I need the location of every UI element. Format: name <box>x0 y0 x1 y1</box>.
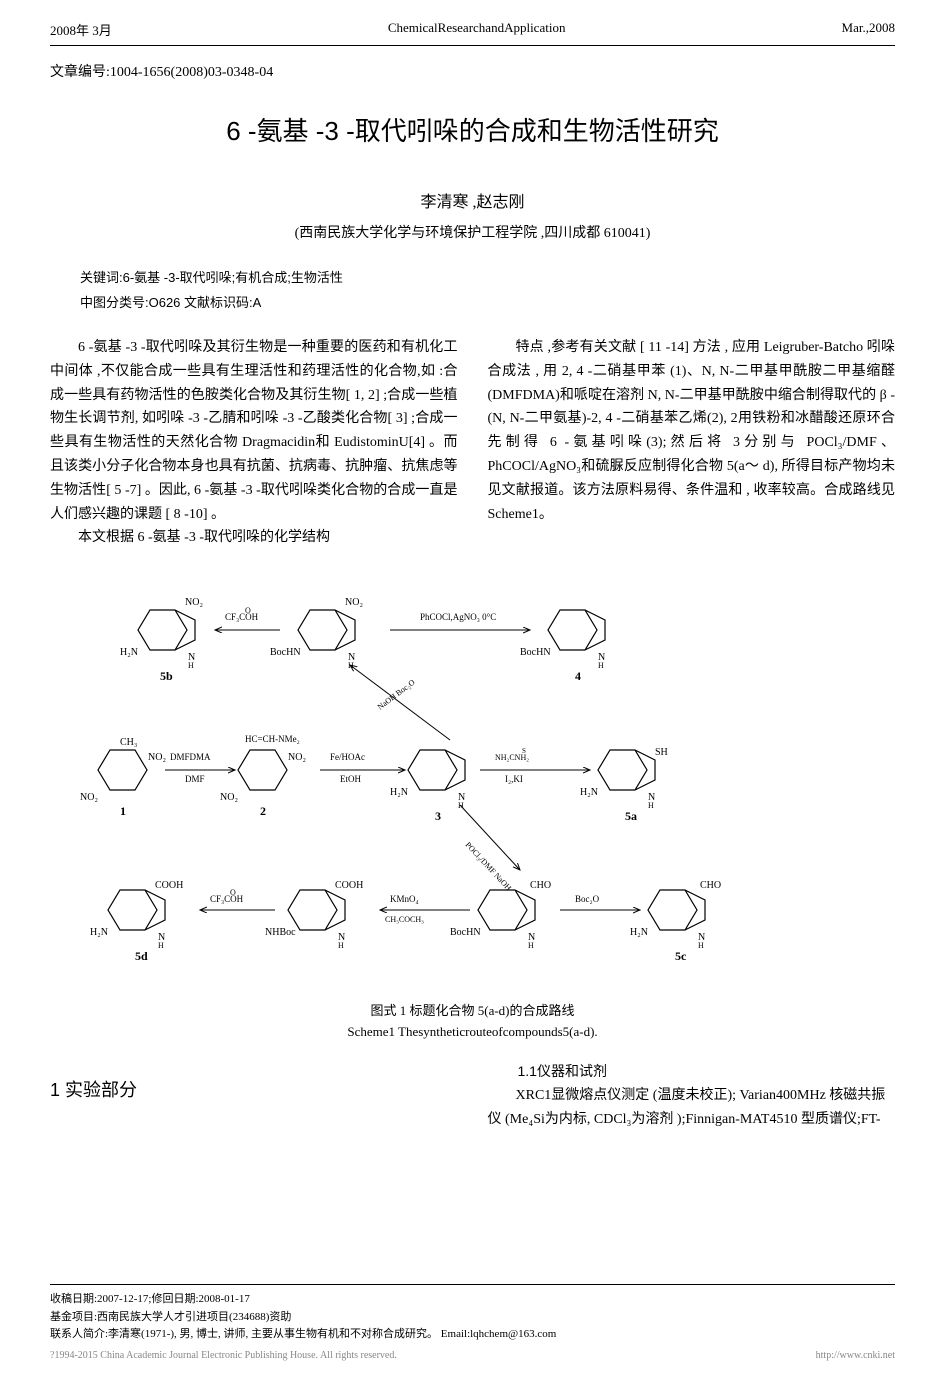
svg-text:S: S <box>522 747 526 755</box>
compound-5a: 5a <box>625 809 637 823</box>
compound-1: 1 <box>120 804 126 818</box>
svg-text:H: H <box>158 941 164 950</box>
label-ch3: CH₃ <box>120 737 137 748</box>
paragraph-2: 本文根据 6 -氨基 -3 -取代吲哚的化学结构 <box>50 526 458 550</box>
left-column: 6 -氨基 -3 -取代吲哚及其衍生物是一种重要的医药和有机化工中间体 ,不仅能… <box>50 336 458 550</box>
scheme-1: H₂N NO₂ N H 5b CF₃COH O BocHN NO₂ N H Ph… <box>50 570 895 1040</box>
authors: 李清寒 ,赵志刚 <box>50 188 895 212</box>
label-enamine: HC=CH-NMe₂ <box>245 734 300 744</box>
received-date: 收稿日期:2007-12-17;修回日期:2008-01-17 <box>50 1291 895 1309</box>
page-footer: 收稿日期:2007-12-17;修回日期:2008-01-17 基金项目:西南民… <box>50 1284 895 1364</box>
keywords: 关键词:6-氨基 -3-取代吲哚;有机合成;生物活性 <box>80 267 895 286</box>
label-cooh: COOH <box>335 880 363 891</box>
compound-5d: 5d <box>135 949 148 963</box>
svg-text:DMF: DMF <box>185 774 205 784</box>
svg-text:H: H <box>598 661 604 670</box>
svg-text:NO₂: NO₂ <box>288 752 306 763</box>
svg-text:I₂,KI: I₂,KI <box>505 774 523 784</box>
subsection-1-1-title: 1.1仪器和试剂 <box>518 1060 896 1084</box>
label-sh: SH <box>655 747 668 758</box>
header-date-cn: 2008年 3月 <box>50 20 112 39</box>
compound-3: 3 <box>435 809 441 823</box>
svg-text:CHO: CHO <box>700 880 721 891</box>
paragraph-1: 6 -氨基 -3 -取代吲哚及其衍生物是一种重要的医药和有机化工中间体 ,不仅能… <box>50 336 458 526</box>
compound-5c: 5c <box>675 949 687 963</box>
reagent-boc2o: Boc₂O <box>575 894 600 904</box>
compound-5b: 5b <box>160 669 173 683</box>
svg-text:H: H <box>698 941 704 950</box>
header-journal: ChemicalResearchandApplication <box>388 20 566 39</box>
svg-text:O: O <box>230 888 236 897</box>
svg-text:CH₃COCH₃: CH₃COCH₃ <box>385 915 424 924</box>
reagent-kmno4: KMnO₄ <box>390 894 419 904</box>
label-cho: CHO <box>530 880 551 891</box>
compound-4: 4 <box>575 669 581 683</box>
reagent-cf3coh-1: CF₃COH <box>225 612 259 622</box>
label-bochn: BocHN <box>270 647 301 658</box>
svg-text:H₂N: H₂N <box>90 927 108 938</box>
page-header: 2008年 3月 ChemicalResearchandApplication … <box>50 20 895 46</box>
svg-text:NO₂: NO₂ <box>220 792 238 803</box>
reagent-phcocl: PhCOCl,AgNO₃ 0°C <box>420 612 496 622</box>
svg-text:H: H <box>528 941 534 950</box>
svg-text:COOH: COOH <box>155 880 183 891</box>
body-text: 6 -氨基 -3 -取代吲哚及其衍生物是一种重要的医药和有机化工中间体 ,不仅能… <box>50 336 895 550</box>
svg-text:H₂N: H₂N <box>580 787 598 798</box>
svg-text:H₂N: H₂N <box>630 927 648 938</box>
reagent-dmfdma: DMFDMA <box>170 752 211 762</box>
lower-section: 1 实验部分 1.1仪器和试剂 XRC1显微熔点仪测定 (温度未校正); Var… <box>50 1060 895 1131</box>
svg-text:H: H <box>188 661 194 670</box>
reagent-pocl3: POCl₃/DMF NaOH <box>464 840 514 892</box>
svg-text:O: O <box>245 606 251 615</box>
article-id: 文章编号:1004-1656(2008)03-0348-04 <box>50 61 895 81</box>
contact-info: 联系人简介:李清寒(1971-), 男, 博士, 讲师, 主要从事生物有机和不对… <box>50 1326 895 1344</box>
header-date-en: Mar.,2008 <box>842 20 895 39</box>
copyright-line: ?1994-2015 China Academic Journal Electr… <box>50 1348 895 1364</box>
subsection-1-1-body: XRC1显微熔点仪测定 (温度未校正); Varian400MHz 核磁共振仪 … <box>488 1084 896 1132</box>
label-no2: NO₂ <box>185 597 203 608</box>
compound-2: 2 <box>260 804 266 818</box>
affiliation: (西南民族大学化学与环境保护工程学院 ,四川成都 610041) <box>50 222 895 242</box>
svg-text:H: H <box>338 941 344 950</box>
right-column: 特点 ,参考有关文献 [ 11 -14] 方法 , 应用 Leigruber-B… <box>488 336 896 550</box>
reagent-cf3coh-2: CF₃COH <box>210 894 244 904</box>
fund-info: 基金项目:西南民族大学人才引进项目(234688)资助 <box>50 1309 895 1327</box>
svg-text:NO₂: NO₂ <box>345 597 363 608</box>
svg-text:NO₂: NO₂ <box>80 792 98 803</box>
svg-text:EtOH: EtOH <box>340 774 361 784</box>
svg-text:NO₂: NO₂ <box>148 752 166 763</box>
reagent-naoh-boc2o: NaOH Boc₂O <box>376 678 417 712</box>
reagent-fe: Fe/HOAc <box>330 752 365 762</box>
paragraph-3: 特点 ,参考有关文献 [ 11 -14] 方法 , 应用 Leigruber-B… <box>488 336 896 526</box>
label-h2n: H₂N <box>120 647 138 658</box>
scheme-diagram: H₂N NO₂ N H 5b CF₃COH O BocHN NO₂ N H Ph… <box>50 570 895 990</box>
article-title: 6 -氨基 -3 -取代吲哚的合成和生物活性研究 <box>50 111 895 148</box>
scheme-caption-en: Scheme1 Thesyntheticrouteofcompounds5(a-… <box>50 1024 895 1040</box>
copyright-url: http://www.cnki.net <box>816 1348 895 1364</box>
classification: 中图分类号:O626 文献标识码:A <box>80 292 895 311</box>
lower-left: 1 实验部分 <box>50 1060 458 1131</box>
lower-right: 1.1仪器和试剂 XRC1显微熔点仪测定 (温度未校正); Varian400M… <box>488 1060 896 1131</box>
label-nhboc: NHBoc <box>265 927 296 938</box>
section-1-title: 1 实验部分 <box>50 1075 458 1106</box>
scheme-caption-cn: 图式 1 标题化合物 5(a-d)的合成路线 <box>50 1000 895 1019</box>
svg-text:BocHN: BocHN <box>450 927 481 938</box>
copyright-text: ?1994-2015 China Academic Journal Electr… <box>50 1348 397 1364</box>
svg-text:H₂N: H₂N <box>390 787 408 798</box>
svg-text:BocHN: BocHN <box>520 647 551 658</box>
svg-text:H: H <box>648 801 654 810</box>
